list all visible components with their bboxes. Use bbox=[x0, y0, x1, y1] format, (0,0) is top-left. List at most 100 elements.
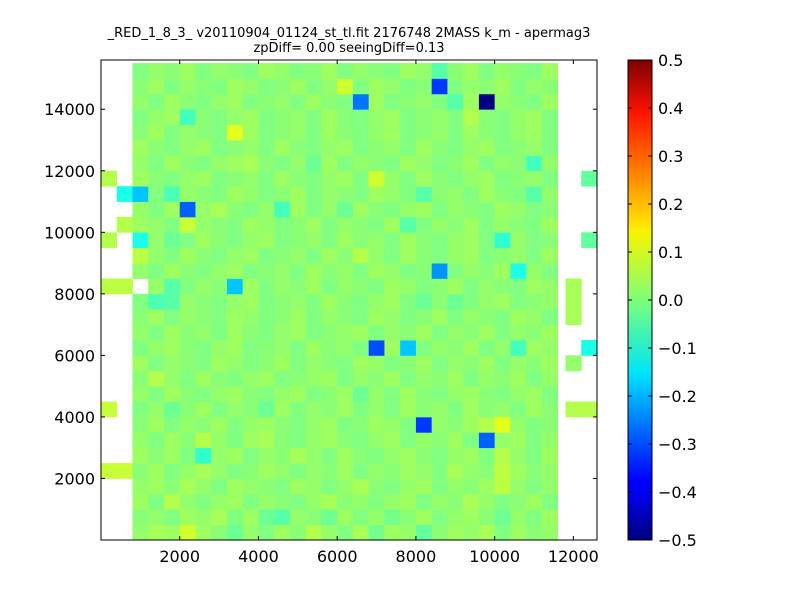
heatmap-cell bbox=[431, 416, 448, 433]
heatmap-cell bbox=[305, 170, 322, 187]
heatmap-cell bbox=[431, 124, 448, 141]
heatmap-cell bbox=[337, 263, 354, 279]
heatmap-cell bbox=[415, 509, 433, 526]
heatmap-cell bbox=[163, 263, 181, 279]
heatmap-cell bbox=[541, 463, 559, 479]
heatmap-cell bbox=[447, 340, 464, 356]
heatmap-cell bbox=[195, 109, 212, 126]
heatmap-cell bbox=[526, 247, 543, 264]
heatmap-cell bbox=[352, 324, 370, 341]
heatmap-cell bbox=[274, 186, 291, 202]
heatmap-cell bbox=[179, 447, 196, 464]
heatmap-cell bbox=[211, 432, 228, 449]
heatmap-cell bbox=[321, 478, 338, 495]
heatmap-cell bbox=[242, 386, 259, 402]
heatmap-cell bbox=[581, 401, 598, 418]
heatmap-cell bbox=[384, 263, 401, 279]
heatmap-cell bbox=[494, 309, 511, 326]
heatmap-cell bbox=[463, 493, 480, 510]
heatmap-cell bbox=[478, 309, 496, 326]
heatmap-cell bbox=[179, 109, 196, 126]
heatmap-cell bbox=[337, 432, 354, 449]
heatmap-cell bbox=[415, 186, 433, 202]
heatmap-cell bbox=[226, 216, 244, 233]
heatmap-cell bbox=[148, 201, 165, 218]
heatmap-cell bbox=[163, 278, 181, 295]
heatmap-cell bbox=[274, 493, 291, 510]
heatmap-cell bbox=[526, 324, 543, 341]
heatmap-cell bbox=[431, 463, 448, 479]
heatmap-cell bbox=[226, 109, 244, 126]
heatmap-cell bbox=[242, 216, 259, 233]
heatmap-cell bbox=[211, 370, 228, 387]
heatmap-cell bbox=[526, 155, 543, 172]
heatmap-cell bbox=[101, 401, 118, 418]
chart-title: _RED_1_8_3_ v20110904_01124_st_tl.fit 21… bbox=[107, 26, 591, 41]
heatmap-cell bbox=[352, 63, 370, 79]
heatmap-cell bbox=[541, 170, 559, 187]
colorbar-ticks: 0.5 0.4 0.3 0.2 0.1 0.0 −0.1 −0.2 −0.3 −0.4 −0.5 bbox=[628, 51, 697, 550]
heatmap-cell bbox=[163, 432, 181, 449]
heatmap-cell bbox=[431, 109, 448, 126]
heatmap-cell bbox=[289, 355, 307, 372]
heatmap-cell bbox=[541, 201, 559, 218]
heatmap-cell bbox=[541, 293, 559, 310]
heatmap-cell bbox=[132, 416, 149, 433]
y-tick-label: 4000 bbox=[54, 408, 95, 427]
heatmap-cell bbox=[565, 278, 582, 295]
heatmap-cell bbox=[337, 509, 354, 526]
heatmap-cell bbox=[400, 293, 417, 310]
heatmap-cell bbox=[195, 401, 212, 418]
y-tick-label: 14000 bbox=[44, 100, 95, 119]
heatmap-cell bbox=[337, 401, 354, 418]
heatmap-cell bbox=[242, 524, 259, 541]
heatmap-cell bbox=[148, 324, 165, 341]
heatmap-cell bbox=[494, 109, 511, 126]
heatmap-cell bbox=[148, 109, 165, 126]
heatmap-cell bbox=[226, 263, 244, 279]
heatmap-cell bbox=[321, 232, 338, 249]
heatmap-cell bbox=[116, 186, 133, 202]
heatmap-cell bbox=[226, 478, 244, 495]
heatmap-cell bbox=[274, 355, 291, 372]
heatmap-cell bbox=[195, 155, 212, 172]
heatmap-cell bbox=[321, 524, 338, 541]
heatmap-cell bbox=[494, 493, 511, 510]
heatmap-cell bbox=[148, 140, 165, 156]
heatmap-cell bbox=[494, 232, 511, 249]
heatmap-cell bbox=[321, 324, 338, 341]
colorbar-tick-label: 0.5 bbox=[658, 51, 683, 70]
heatmap-cell bbox=[337, 78, 354, 95]
heatmap-cell bbox=[289, 447, 307, 464]
heatmap-cell bbox=[179, 324, 196, 341]
heatmap-cell bbox=[179, 201, 196, 218]
heatmap-cell bbox=[226, 278, 244, 295]
heatmap-cell bbox=[211, 416, 228, 433]
heatmap-cell bbox=[510, 186, 527, 202]
heatmap-cell bbox=[565, 355, 582, 372]
heatmap-cell bbox=[211, 524, 228, 541]
heatmap-cell bbox=[179, 524, 196, 541]
heatmap-cell bbox=[384, 93, 401, 110]
heatmap-cell bbox=[526, 478, 543, 495]
heatmap-cell bbox=[195, 124, 212, 141]
heatmap-cell bbox=[242, 324, 259, 341]
heatmap-cell bbox=[274, 78, 291, 95]
colorbar-tick-label: 0.4 bbox=[658, 99, 683, 118]
heatmap-cell bbox=[242, 509, 259, 526]
heatmap-cell bbox=[526, 201, 543, 218]
heatmap-cell bbox=[274, 447, 291, 464]
heatmap-cell bbox=[211, 293, 228, 310]
heatmap-cell bbox=[195, 493, 212, 510]
heatmap-cell bbox=[510, 216, 527, 233]
heatmap-cell bbox=[179, 509, 196, 526]
heatmap-cell bbox=[321, 309, 338, 326]
heatmap-cell bbox=[195, 509, 212, 526]
heatmap-cell bbox=[289, 416, 307, 433]
heatmap-cell bbox=[400, 309, 417, 326]
heatmap-cell bbox=[274, 309, 291, 326]
heatmap-cell bbox=[321, 509, 338, 526]
heatmap-cell bbox=[431, 401, 448, 418]
heatmap-cell bbox=[478, 186, 496, 202]
heatmap-cell bbox=[163, 370, 181, 387]
